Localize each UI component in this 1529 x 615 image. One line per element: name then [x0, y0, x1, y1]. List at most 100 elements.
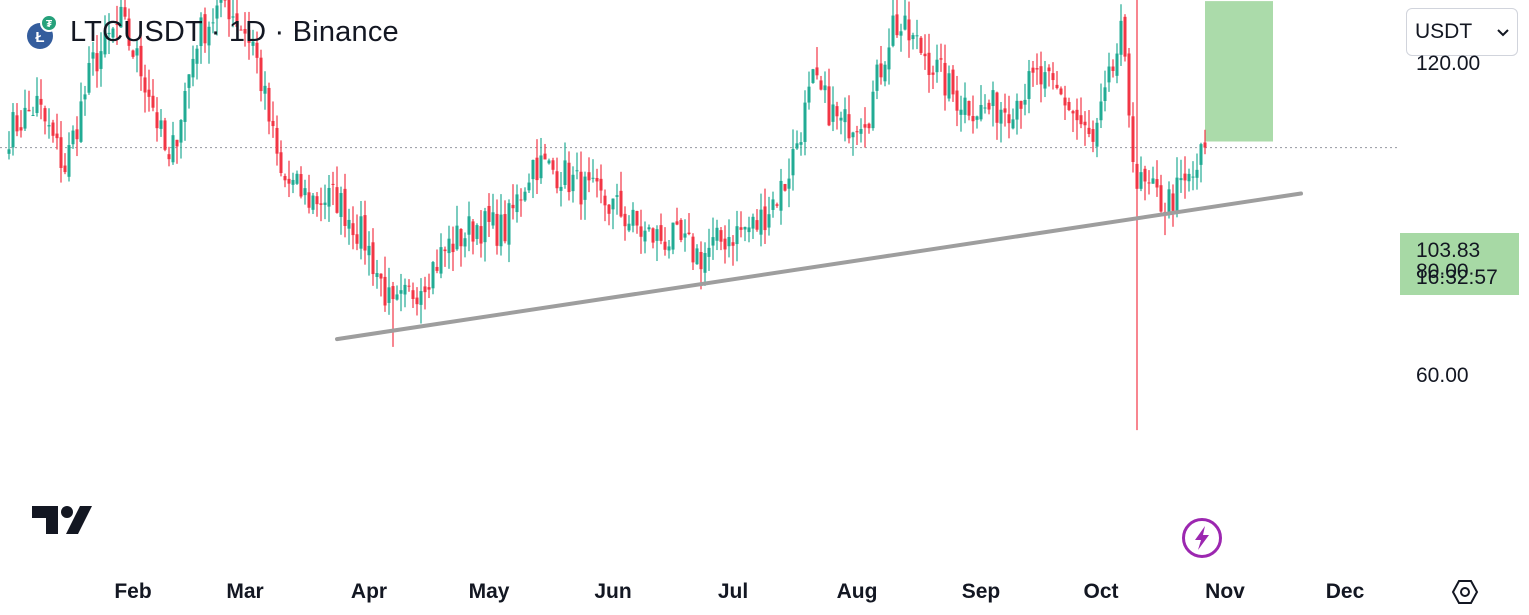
candle-body	[1139, 172, 1143, 189]
candle	[491, 193, 495, 229]
candle-body	[515, 194, 519, 213]
candle	[663, 227, 667, 256]
lightning-bolt-icon[interactable]	[1181, 517, 1223, 564]
candle	[1111, 59, 1115, 78]
candle	[415, 287, 419, 316]
candle	[119, 0, 123, 28]
candle	[263, 71, 267, 110]
candle	[1083, 111, 1087, 146]
candle-body	[1035, 68, 1039, 70]
candle	[959, 95, 963, 132]
candle-body	[7, 149, 11, 154]
candle-body	[627, 223, 631, 231]
candle	[1099, 83, 1103, 129]
candle-body	[995, 92, 999, 123]
candle-body	[547, 160, 551, 164]
tradingview-logo-icon[interactable]	[30, 504, 94, 541]
candle-body	[1019, 100, 1023, 109]
candle-body	[619, 190, 623, 217]
candle-body	[871, 91, 875, 129]
candle	[695, 244, 699, 265]
candle-body	[243, 28, 247, 34]
candle-body	[815, 67, 819, 76]
candle-body	[723, 238, 727, 250]
candle	[379, 273, 383, 297]
candle	[575, 152, 579, 180]
candle-body	[743, 226, 747, 230]
candle	[283, 173, 287, 188]
candle	[195, 45, 199, 80]
candle	[1011, 108, 1015, 130]
candle	[547, 158, 551, 165]
candle-body	[291, 179, 295, 185]
candle	[567, 151, 571, 201]
candle	[915, 19, 919, 50]
candle-body	[811, 69, 815, 83]
candle-body	[979, 104, 983, 120]
candle-body	[731, 242, 735, 246]
candle	[559, 171, 563, 207]
candle-body	[251, 41, 255, 46]
candle	[783, 183, 787, 192]
candle-body	[1195, 169, 1199, 178]
candle-body	[675, 221, 679, 225]
candle	[179, 119, 183, 159]
candle-body	[1167, 189, 1171, 215]
candle-body	[711, 237, 715, 246]
candle	[303, 179, 307, 205]
candle	[675, 207, 679, 226]
candle-body	[55, 133, 59, 139]
candle	[1151, 166, 1155, 184]
candle	[363, 200, 367, 265]
candle-body	[307, 192, 311, 208]
candle-body	[735, 226, 739, 245]
candle-body	[831, 104, 835, 122]
candle-body	[87, 62, 91, 93]
candle-body	[779, 180, 783, 211]
candle	[1003, 93, 1007, 127]
chart-settings-icon[interactable]	[1451, 578, 1479, 611]
candle	[171, 121, 175, 165]
candle	[643, 221, 647, 254]
candle-body	[203, 14, 207, 44]
candle-body	[519, 199, 523, 201]
candle	[1143, 165, 1147, 201]
candle	[735, 210, 739, 262]
candle	[255, 31, 259, 74]
candle-body	[687, 232, 691, 234]
candle-body	[127, 18, 131, 46]
candle-body	[35, 95, 39, 114]
candle-body	[339, 193, 343, 217]
candle-body	[63, 165, 67, 173]
candle	[475, 223, 479, 245]
candle	[35, 77, 39, 117]
candle	[143, 64, 147, 113]
x-axis-tick-label: Oct	[1083, 580, 1119, 603]
candle-body	[31, 115, 35, 117]
candle	[1171, 184, 1175, 227]
candle-body	[159, 120, 163, 129]
candle-body	[51, 122, 55, 136]
candle-body	[975, 116, 979, 120]
candle-body	[23, 107, 27, 129]
candle-body	[1083, 121, 1087, 126]
candle	[891, 0, 895, 48]
candle	[1027, 59, 1031, 114]
svg-text:₮: ₮	[46, 19, 52, 30]
candle	[387, 267, 391, 315]
currency-select[interactable]: USDT	[1406, 8, 1518, 56]
candle	[831, 86, 835, 132]
x-axis-tick-label: Jun	[594, 580, 632, 603]
candle	[587, 157, 591, 193]
candle-body	[59, 137, 63, 168]
candle	[463, 232, 467, 258]
candle-body	[423, 286, 427, 293]
candle	[511, 184, 515, 220]
candle-body	[1203, 142, 1207, 148]
candle	[659, 213, 663, 245]
candle	[1147, 170, 1151, 195]
x-axis-tick-label: Jul	[717, 580, 749, 603]
candle	[367, 231, 371, 276]
candle	[807, 71, 811, 110]
